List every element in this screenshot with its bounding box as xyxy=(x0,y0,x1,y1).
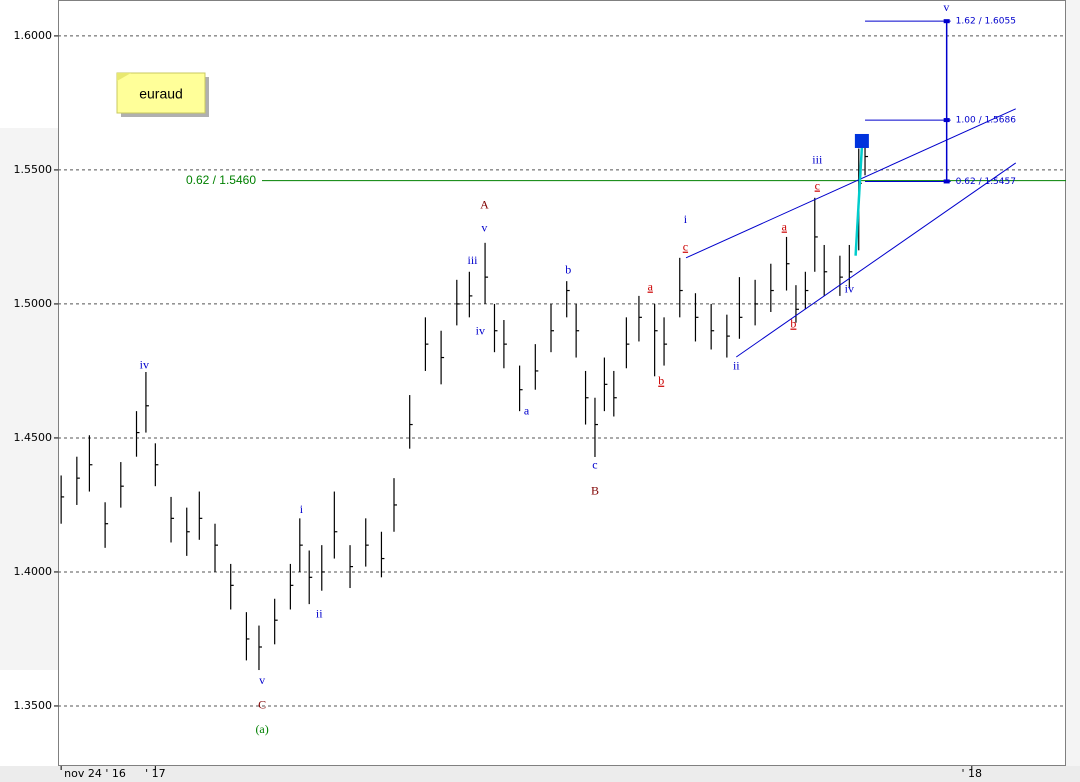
chart-title: euraud xyxy=(139,86,183,102)
wave-label: (a) xyxy=(255,722,268,736)
y-tick-label: 1.5000 xyxy=(14,297,53,310)
trendline xyxy=(854,147,864,256)
wave-label: b xyxy=(565,263,571,277)
fib-point xyxy=(943,179,950,184)
wave-label: C xyxy=(258,698,266,712)
wave-label: b xyxy=(658,374,664,388)
y-tick-label: 1.4500 xyxy=(14,431,53,444)
wave-label: b xyxy=(790,317,796,331)
wave-label: a xyxy=(648,280,654,294)
y-tick-label: 1.6000 xyxy=(14,29,53,42)
note xyxy=(116,72,206,114)
wave-label: i xyxy=(684,212,688,226)
wave-label: ii xyxy=(316,607,323,621)
wave-label: a xyxy=(782,220,788,234)
wave-label: iv xyxy=(140,358,149,372)
wave-label: i xyxy=(300,502,304,516)
wave-label: c xyxy=(815,179,820,193)
plot-frame xyxy=(58,0,1066,766)
wave-label: a xyxy=(524,404,530,418)
wave-label: ii xyxy=(733,359,740,373)
fib-label: 0.62 / 1.5457 xyxy=(956,177,1016,187)
wave-label: v xyxy=(481,221,487,235)
wave-label: iii xyxy=(812,153,823,167)
trendline xyxy=(685,108,1016,259)
marker xyxy=(854,133,869,148)
x-tick-label: nov 24 ' 16 xyxy=(64,767,126,780)
level-label: 0.62 / 1.5460 xyxy=(186,173,256,187)
wave-label: iii xyxy=(467,253,478,267)
fib-label: 1.00 / 1.5686 xyxy=(956,116,1017,126)
trendline xyxy=(735,162,1017,358)
wave-label: c xyxy=(683,240,688,254)
wave-label: iv xyxy=(476,324,485,338)
wave-label: c xyxy=(592,458,597,472)
y-tick-label: 1.4000 xyxy=(14,565,53,578)
note-fold xyxy=(117,73,131,81)
symbol-note: euraud xyxy=(116,72,209,117)
plot-area: 0.62 / 1.5460 1.62 / 1.6055 1.00 / 1.5686 0… xyxy=(58,0,1066,736)
wave-label: iv xyxy=(845,282,854,296)
fib-label: 1.62 / 1.6055 xyxy=(956,17,1016,27)
y-tick-label: 1.3500 xyxy=(14,699,53,712)
x-tick-label: ' 17 xyxy=(145,767,166,780)
fib-point xyxy=(943,19,950,24)
wave-label: v xyxy=(943,0,949,14)
wave-label: A xyxy=(480,198,489,212)
x-axis-panel xyxy=(0,766,1080,782)
right-panel xyxy=(1066,0,1080,766)
wave-label: v xyxy=(259,673,265,687)
x-tick-label: ' 18 xyxy=(962,767,983,780)
y-axis-shade xyxy=(0,128,58,670)
fib-point xyxy=(943,118,950,123)
wave-label: B xyxy=(591,484,599,498)
y-tick-label: 1.5500 xyxy=(14,163,53,176)
